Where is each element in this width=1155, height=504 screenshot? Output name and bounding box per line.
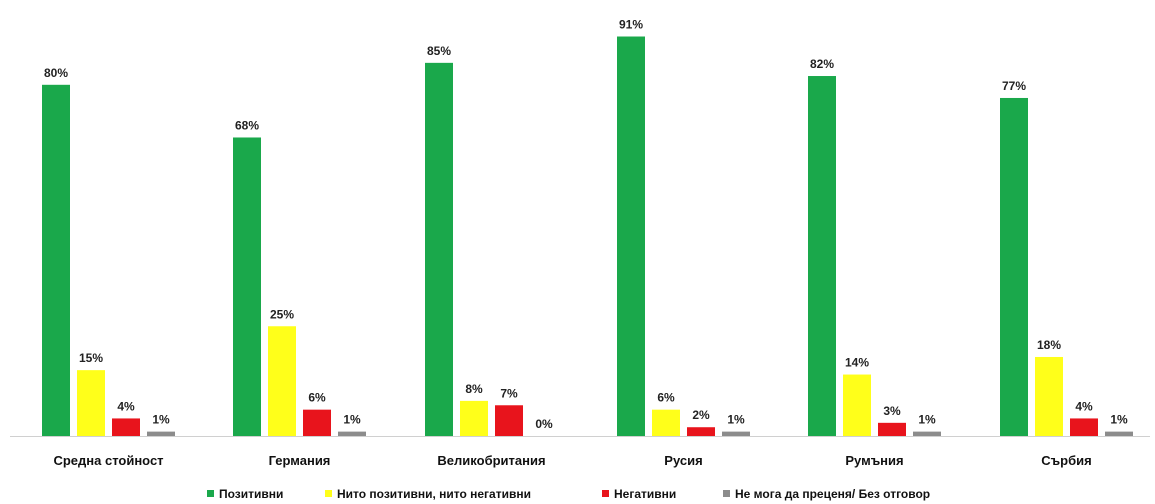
category-label-2: Германия (269, 453, 331, 468)
data-label-3-1: 85% (427, 44, 451, 58)
data-label-5-1: 82% (810, 57, 834, 71)
category-label-5: Румъния (845, 453, 903, 468)
data-label-2-3: 6% (308, 391, 326, 405)
data-label-4-3: 2% (692, 408, 710, 422)
category-label-3: Великобритания (437, 453, 545, 468)
data-label-4-2: 6% (657, 391, 675, 405)
data-label-4-1: 91% (619, 18, 643, 32)
data-label-5-3: 3% (883, 404, 901, 418)
bar-2-series-4 (338, 431, 366, 436)
category-label-6: Сърбия (1041, 453, 1091, 468)
data-label-2-2: 25% (270, 307, 294, 321)
bar-6-series-1 (1000, 97, 1028, 436)
bar-4-series-2 (652, 409, 680, 436)
bar-5-series-1 (808, 76, 836, 437)
data-label-3-3: 7% (500, 386, 518, 400)
data-label-2-4: 1% (343, 413, 361, 427)
data-label-3-2: 8% (465, 382, 483, 396)
bar-2-series-1 (233, 137, 261, 437)
legend-swatch-2 (325, 490, 332, 497)
category-label-4: Русия (664, 453, 702, 468)
data-label-3-4: 0% (535, 417, 553, 431)
data-label-2-1: 68% (235, 118, 259, 132)
category-label-1: Средна стойност (53, 453, 163, 468)
legend-label-2: Нито позитивни, нито негативни (337, 487, 531, 501)
data-label-5-4: 1% (918, 413, 936, 427)
legend-label-4: Не мога да преценя/ Без отговор (735, 487, 930, 501)
legend-swatch-3 (602, 490, 609, 497)
bar-5-series-2 (843, 374, 871, 436)
bar-1-series-1 (42, 84, 70, 437)
data-label-1-4: 1% (152, 413, 170, 427)
data-label-1-1: 80% (44, 66, 68, 80)
bar-3-series-3 (495, 405, 523, 436)
data-label-6-4: 1% (1110, 413, 1128, 427)
data-label-6-2: 18% (1037, 338, 1061, 352)
data-label-5-2: 14% (845, 356, 869, 370)
legend-label-1: Позитивни (219, 487, 283, 501)
bar-5-series-4 (913, 431, 941, 436)
bar-1-series-3 (112, 418, 140, 436)
data-labels-layer: 80% 15% 4% 1% 68% 25% 6% 1% 85% 8% 7% 0% 91% 6% 2% 1% 82… (44, 18, 1128, 431)
bar-6-series-3 (1070, 418, 1098, 436)
data-label-1-2: 15% (79, 351, 103, 365)
legend-swatch-1 (207, 490, 214, 497)
bars-layer (42, 36, 1133, 437)
legend: Позитивни Нито позитивни, нито негативни Н… (207, 487, 930, 501)
bar-5-series-3 (878, 422, 906, 436)
bar-3-series-1 (425, 62, 453, 436)
bar-4-series-3 (687, 427, 715, 436)
bar-4-series-4 (722, 431, 750, 436)
data-label-4-4: 1% (727, 413, 745, 427)
bar-2-series-2 (268, 326, 296, 436)
legend-swatch-4 (723, 490, 730, 497)
bar-6-series-2 (1035, 356, 1063, 436)
bar-4-series-1 (617, 36, 645, 436)
data-label-1-3: 4% (117, 399, 135, 413)
data-label-6-3: 4% (1075, 399, 1093, 413)
bar-1-series-2 (77, 370, 105, 436)
legend-label-3: Негативни (614, 487, 676, 501)
bar-2-series-3 (303, 409, 331, 436)
bar-6-series-4 (1105, 431, 1133, 436)
data-label-6-1: 77% (1002, 79, 1026, 93)
category-labels-layer: Средна стойност Германия Великобритания Рус… (53, 453, 1091, 468)
bar-1-series-4 (147, 431, 175, 436)
bar-3-series-2 (460, 400, 488, 436)
